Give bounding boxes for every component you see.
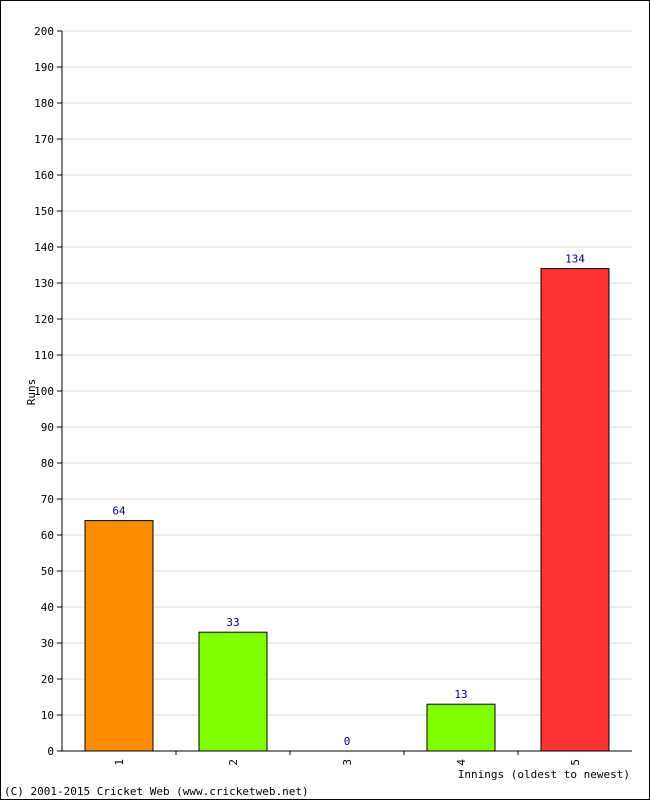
bar	[198, 631, 268, 752]
y-tick-label: 190	[34, 61, 54, 74]
y-tick-label: 30	[41, 637, 54, 650]
y-tick-label: 40	[41, 601, 54, 614]
y-tick-label: 50	[41, 565, 54, 578]
x-tick-label: 5	[569, 759, 582, 766]
y-tick-label: 200	[34, 25, 54, 38]
bar	[84, 520, 154, 752]
y-axis-title: Runs	[25, 379, 38, 406]
y-tick-label: 160	[34, 169, 54, 182]
y-tick-label: 90	[41, 421, 54, 434]
data-label: 134	[565, 253, 585, 266]
y-tick-label: 130	[34, 277, 54, 290]
x-tick-label: 4	[455, 759, 468, 766]
data-label: 13	[454, 688, 467, 701]
x-tick-label: 3	[341, 759, 354, 766]
y-tick-label: 100	[34, 385, 54, 398]
data-label: 64	[112, 505, 126, 518]
bar	[426, 703, 496, 752]
bar	[540, 268, 610, 752]
y-tick-label: 60	[41, 529, 54, 542]
copyright-text: (C) 2001-2015 Cricket Web (www.cricketwe…	[4, 785, 309, 798]
y-tick-label: 140	[34, 241, 54, 254]
y-tick-label: 180	[34, 97, 54, 110]
y-tick-label: 170	[34, 133, 54, 146]
x-tick-label: 2	[227, 759, 240, 766]
x-axis-title: Innings (oldest to newest)	[458, 768, 630, 781]
data-label: 0	[344, 735, 351, 748]
y-tick-label: 10	[41, 709, 54, 722]
y-tick-label: 20	[41, 673, 54, 686]
y-tick-label: 0	[47, 745, 54, 758]
data-label: 33	[226, 616, 239, 629]
y-tick-label: 70	[41, 493, 54, 506]
y-tick-label: 150	[34, 205, 54, 218]
y-tick-label: 110	[34, 349, 54, 362]
x-tick-label: 1	[113, 759, 126, 766]
y-tick-label: 120	[34, 313, 54, 326]
y-tick-label: 80	[41, 457, 54, 470]
